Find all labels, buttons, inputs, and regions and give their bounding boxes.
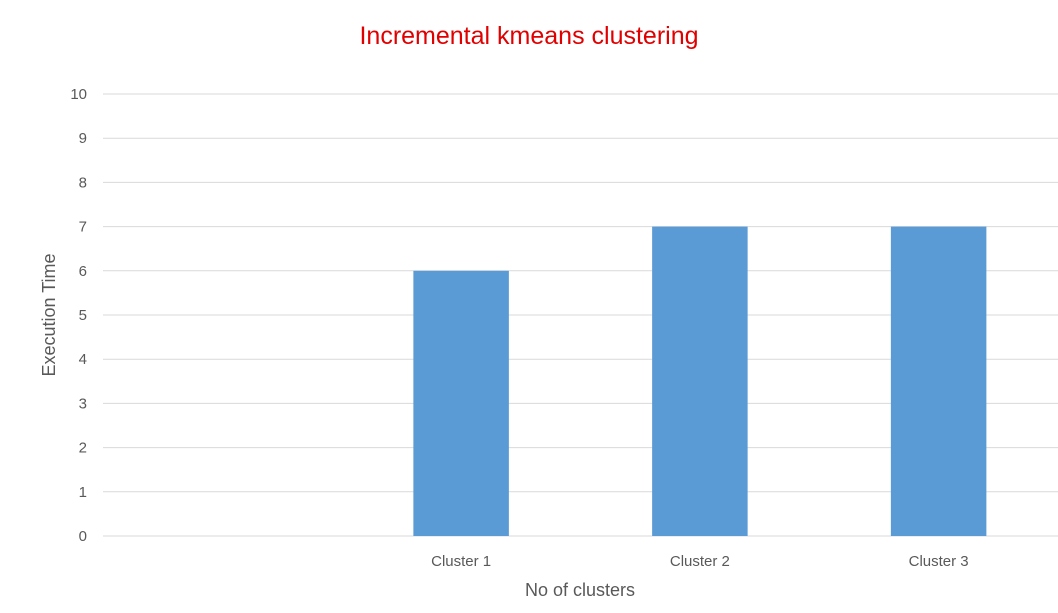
y-tick-label: 1 xyxy=(79,484,87,501)
x-tick-label: Cluster 1 xyxy=(431,553,491,570)
y-tick-label: 5 xyxy=(79,307,87,324)
bar xyxy=(413,270,509,536)
y-tick-label: 6 xyxy=(79,263,87,280)
y-tick-label: 10 xyxy=(70,86,87,103)
x-tick-label: Cluster 2 xyxy=(670,553,730,570)
y-tick-label: 7 xyxy=(79,219,87,236)
bar xyxy=(652,226,748,536)
x-axis-label: No of clusters xyxy=(525,580,635,600)
y-tick-label: 2 xyxy=(79,440,87,457)
y-tick-label: 0 xyxy=(79,528,87,545)
y-tick-label: 9 xyxy=(79,130,87,147)
bar xyxy=(890,226,987,536)
x-tick-labels: Cluster 1 Cluster 2 Cluster 3 xyxy=(431,553,969,570)
bars xyxy=(413,226,987,536)
chart-title: Incremental kmeans clustering xyxy=(359,22,698,50)
y-tick-label: 4 xyxy=(79,351,87,368)
y-tick-label: 8 xyxy=(79,174,87,191)
gridlines xyxy=(103,93,1058,537)
x-tick-label: Cluster 3 xyxy=(909,553,969,570)
y-tick-labels: 0 1 2 3 4 5 6 7 8 9 10 xyxy=(70,86,87,545)
y-tick-label: 3 xyxy=(79,395,87,412)
y-axis-label: Execution Time xyxy=(39,253,59,376)
